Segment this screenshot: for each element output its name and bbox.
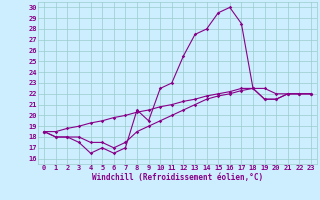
X-axis label: Windchill (Refroidissement éolien,°C): Windchill (Refroidissement éolien,°C) bbox=[92, 173, 263, 182]
